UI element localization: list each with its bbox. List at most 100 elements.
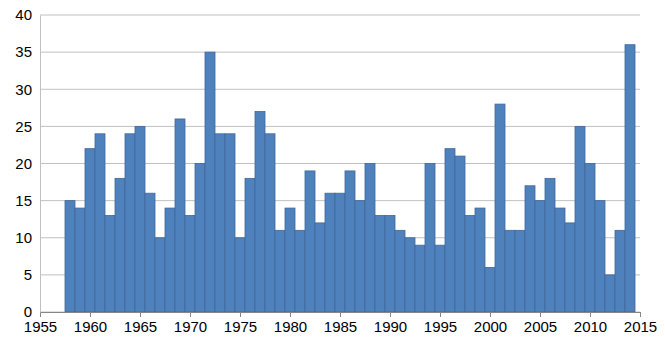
bar [575, 126, 585, 312]
bar [465, 215, 475, 312]
bar [295, 230, 305, 312]
bar [595, 201, 605, 312]
bar [225, 134, 235, 312]
grid [40, 15, 640, 312]
bar [555, 208, 565, 312]
y-tick: 20 [15, 155, 40, 172]
bar [605, 275, 615, 312]
x-tick-label: 1970 [174, 318, 207, 335]
bar [395, 230, 405, 312]
x-tick-label: 1965 [124, 318, 157, 335]
bar [265, 134, 275, 312]
x-tick-label: 2010 [574, 318, 607, 335]
bar [175, 119, 185, 312]
y-tick: 15 [15, 192, 40, 209]
bar [335, 193, 345, 312]
bar [135, 126, 145, 312]
x-tick: 1985 [324, 312, 357, 335]
y-tick: 10 [15, 229, 40, 246]
y-tick: 35 [15, 43, 40, 60]
x-tick-mark [190, 312, 191, 317]
x-tick: 1970 [174, 312, 207, 335]
bar [375, 215, 385, 312]
bar [495, 104, 505, 312]
x-tick-label: 1995 [424, 318, 457, 335]
x-tick-label: 2015 [624, 318, 657, 335]
bar [215, 134, 225, 312]
bar [125, 134, 135, 312]
grid-line [40, 89, 640, 90]
bar [355, 201, 365, 312]
grid-line [40, 15, 640, 16]
x-tick: 1975 [224, 312, 257, 335]
bar [75, 208, 85, 312]
bar [585, 164, 595, 313]
x-tick-label: 1975 [224, 318, 257, 335]
bar [345, 171, 355, 312]
grid-line [40, 126, 640, 127]
x-tick-mark [340, 312, 341, 317]
bar [615, 230, 625, 312]
bar [115, 178, 125, 312]
x-axis-line [41, 313, 641, 318]
bar [315, 223, 325, 312]
bars [65, 45, 635, 312]
bar [185, 215, 195, 312]
chart: 1955196019651970197519801985199019952000… [0, 0, 665, 349]
x-tick: 2005 [524, 312, 557, 335]
bar [405, 238, 415, 312]
bar [525, 186, 535, 312]
bar [285, 208, 295, 312]
x-tick: 2015 [624, 312, 657, 335]
y-tick-label: 10 [15, 229, 32, 246]
bar [275, 230, 285, 312]
bar [165, 208, 175, 312]
bar [325, 193, 335, 312]
y-tick: 0 [24, 303, 40, 320]
x-tick-label: 1960 [74, 318, 107, 335]
x-tick: 1965 [124, 312, 157, 335]
bar [365, 164, 375, 313]
bar [305, 171, 315, 312]
bar [515, 230, 525, 312]
x-tick-mark [40, 312, 41, 317]
bar [415, 245, 425, 312]
bar [505, 230, 515, 312]
bar [565, 223, 575, 312]
bar [145, 193, 155, 312]
x-tick: 1980 [274, 312, 307, 335]
y-axis: 0510152025303540 [15, 6, 40, 320]
bar [205, 52, 215, 312]
y-tick-label: 30 [15, 81, 32, 98]
y-tick: 40 [15, 6, 40, 23]
bar [255, 112, 265, 312]
x-tick-mark [290, 312, 291, 317]
x-tick-mark [590, 312, 591, 317]
x-tick-mark [390, 312, 391, 317]
x-tick: 1995 [424, 312, 457, 335]
bar [65, 201, 75, 312]
y-tick-label: 0 [24, 303, 32, 320]
x-tick: 1990 [374, 312, 407, 335]
bar [445, 149, 455, 312]
x-tick: 2000 [474, 312, 507, 335]
x-tick-mark [140, 312, 141, 317]
x-tick: 2010 [574, 312, 607, 335]
y-tick-label: 35 [15, 43, 32, 60]
plot: 1955196019651970197519801985199019952000… [15, 6, 657, 334]
x-tick-label: 1980 [274, 318, 307, 335]
bar [485, 267, 495, 312]
grid-line [40, 52, 640, 53]
y-tick-label: 15 [15, 192, 32, 209]
bar [625, 45, 635, 312]
y-tick-label: 20 [15, 155, 32, 172]
bar [535, 201, 545, 312]
bar [195, 164, 205, 313]
x-tick-mark [90, 312, 91, 317]
x-tick-mark [440, 312, 441, 317]
x-tick-mark [640, 312, 641, 317]
bar [155, 238, 165, 312]
x-tick-label: 2000 [474, 318, 507, 335]
bar [245, 178, 255, 312]
x-tick-mark [540, 312, 541, 317]
